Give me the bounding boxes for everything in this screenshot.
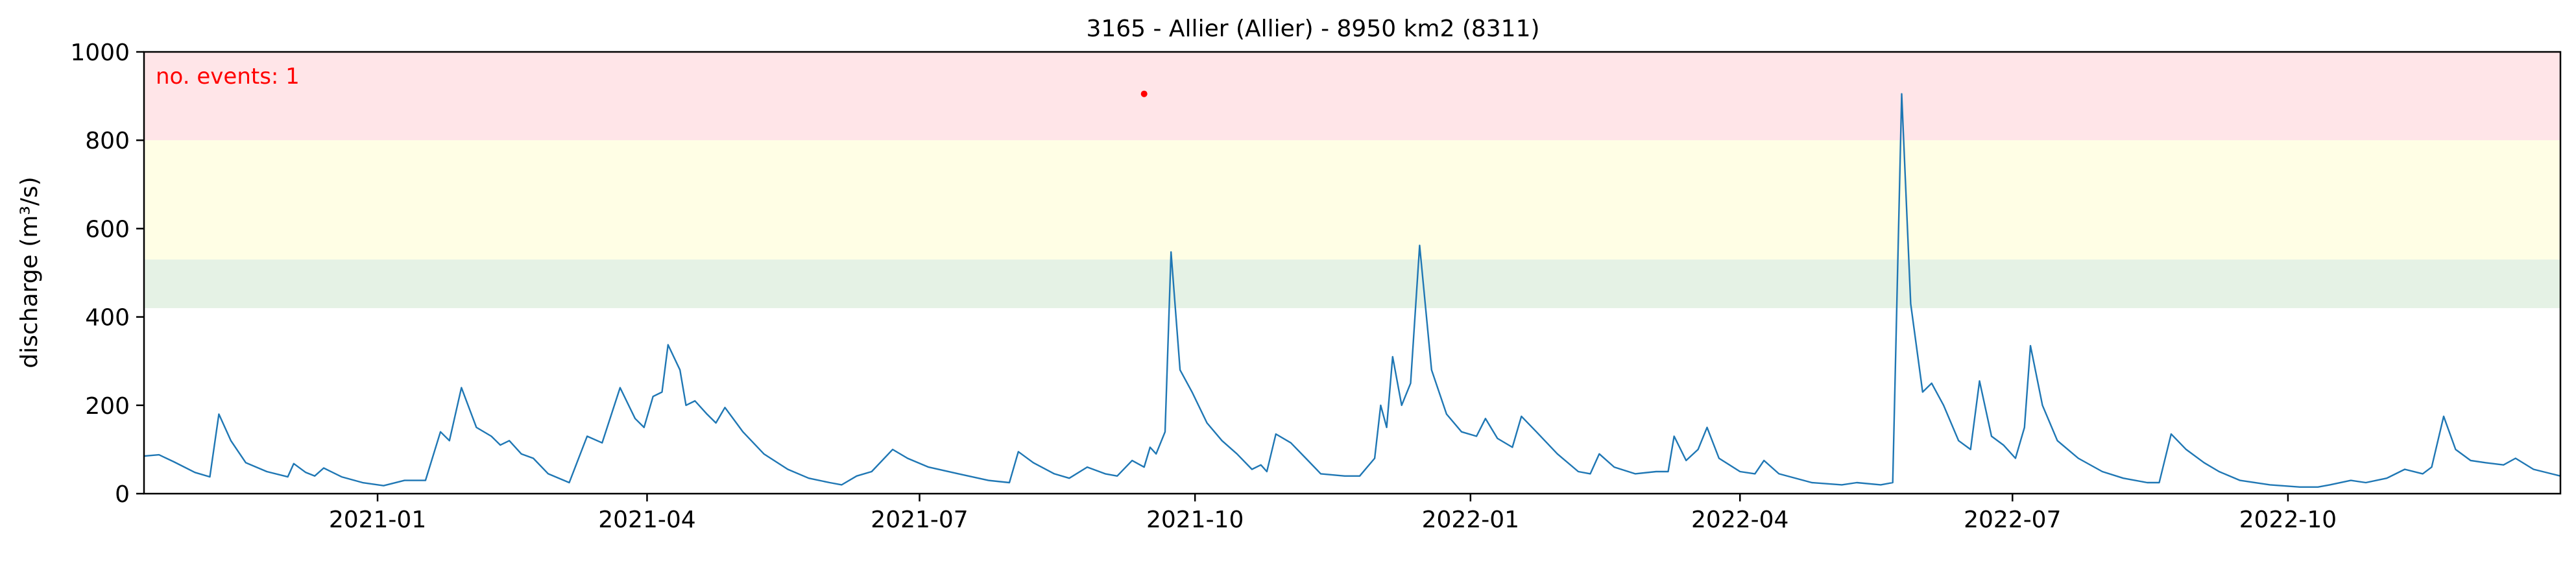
event-markers: [1140, 90, 1148, 97]
threshold-band-1: [144, 140, 2560, 260]
axes-frame: [143, 51, 2562, 495]
series-line-0: [143, 93, 2561, 488]
x-tick-label-0: 2021-01: [329, 507, 426, 533]
y-tick-label-0: 0: [115, 481, 130, 508]
y-axis-label: discharge (m³/s): [16, 176, 43, 368]
event-count-annotation: no. events: 1: [156, 64, 300, 90]
x-axis-ticks: 2021-01 2021-04 2021-07 2021-10 2022-01 2022-…: [329, 494, 2337, 533]
x-tick-label-4: 2022-01: [1422, 507, 1519, 533]
y-tick-label-2: 400: [85, 305, 130, 331]
x-tick-label-3: 2021-10: [1146, 507, 1244, 533]
y-tick-label-5: 1000: [70, 40, 130, 66]
y-axis-ticks: 0 200 400 600 800 1000: [70, 40, 144, 508]
x-tick-label-2: 2021-07: [871, 507, 968, 533]
threshold-band-0: [144, 259, 2560, 308]
event-marker-0: [1140, 90, 1148, 97]
x-tick-label-1: 2021-04: [598, 507, 695, 533]
x-tick-label-5: 2022-04: [1691, 507, 1788, 533]
threshold-band-2: [144, 52, 2560, 141]
x-tick-label-6: 2022-07: [1964, 507, 2061, 533]
y-tick-label-3: 600: [85, 216, 130, 243]
y-tick-label-1: 200: [85, 393, 130, 420]
threshold-bands: [144, 52, 2560, 308]
x-tick-label-7: 2022-10: [2239, 507, 2337, 533]
chart-title: 3165 - Allier (Allier) - 8950 km2 (8311): [1086, 16, 1539, 42]
series-line-layer: [143, 93, 2561, 488]
y-tick-label-4: 800: [85, 128, 130, 154]
